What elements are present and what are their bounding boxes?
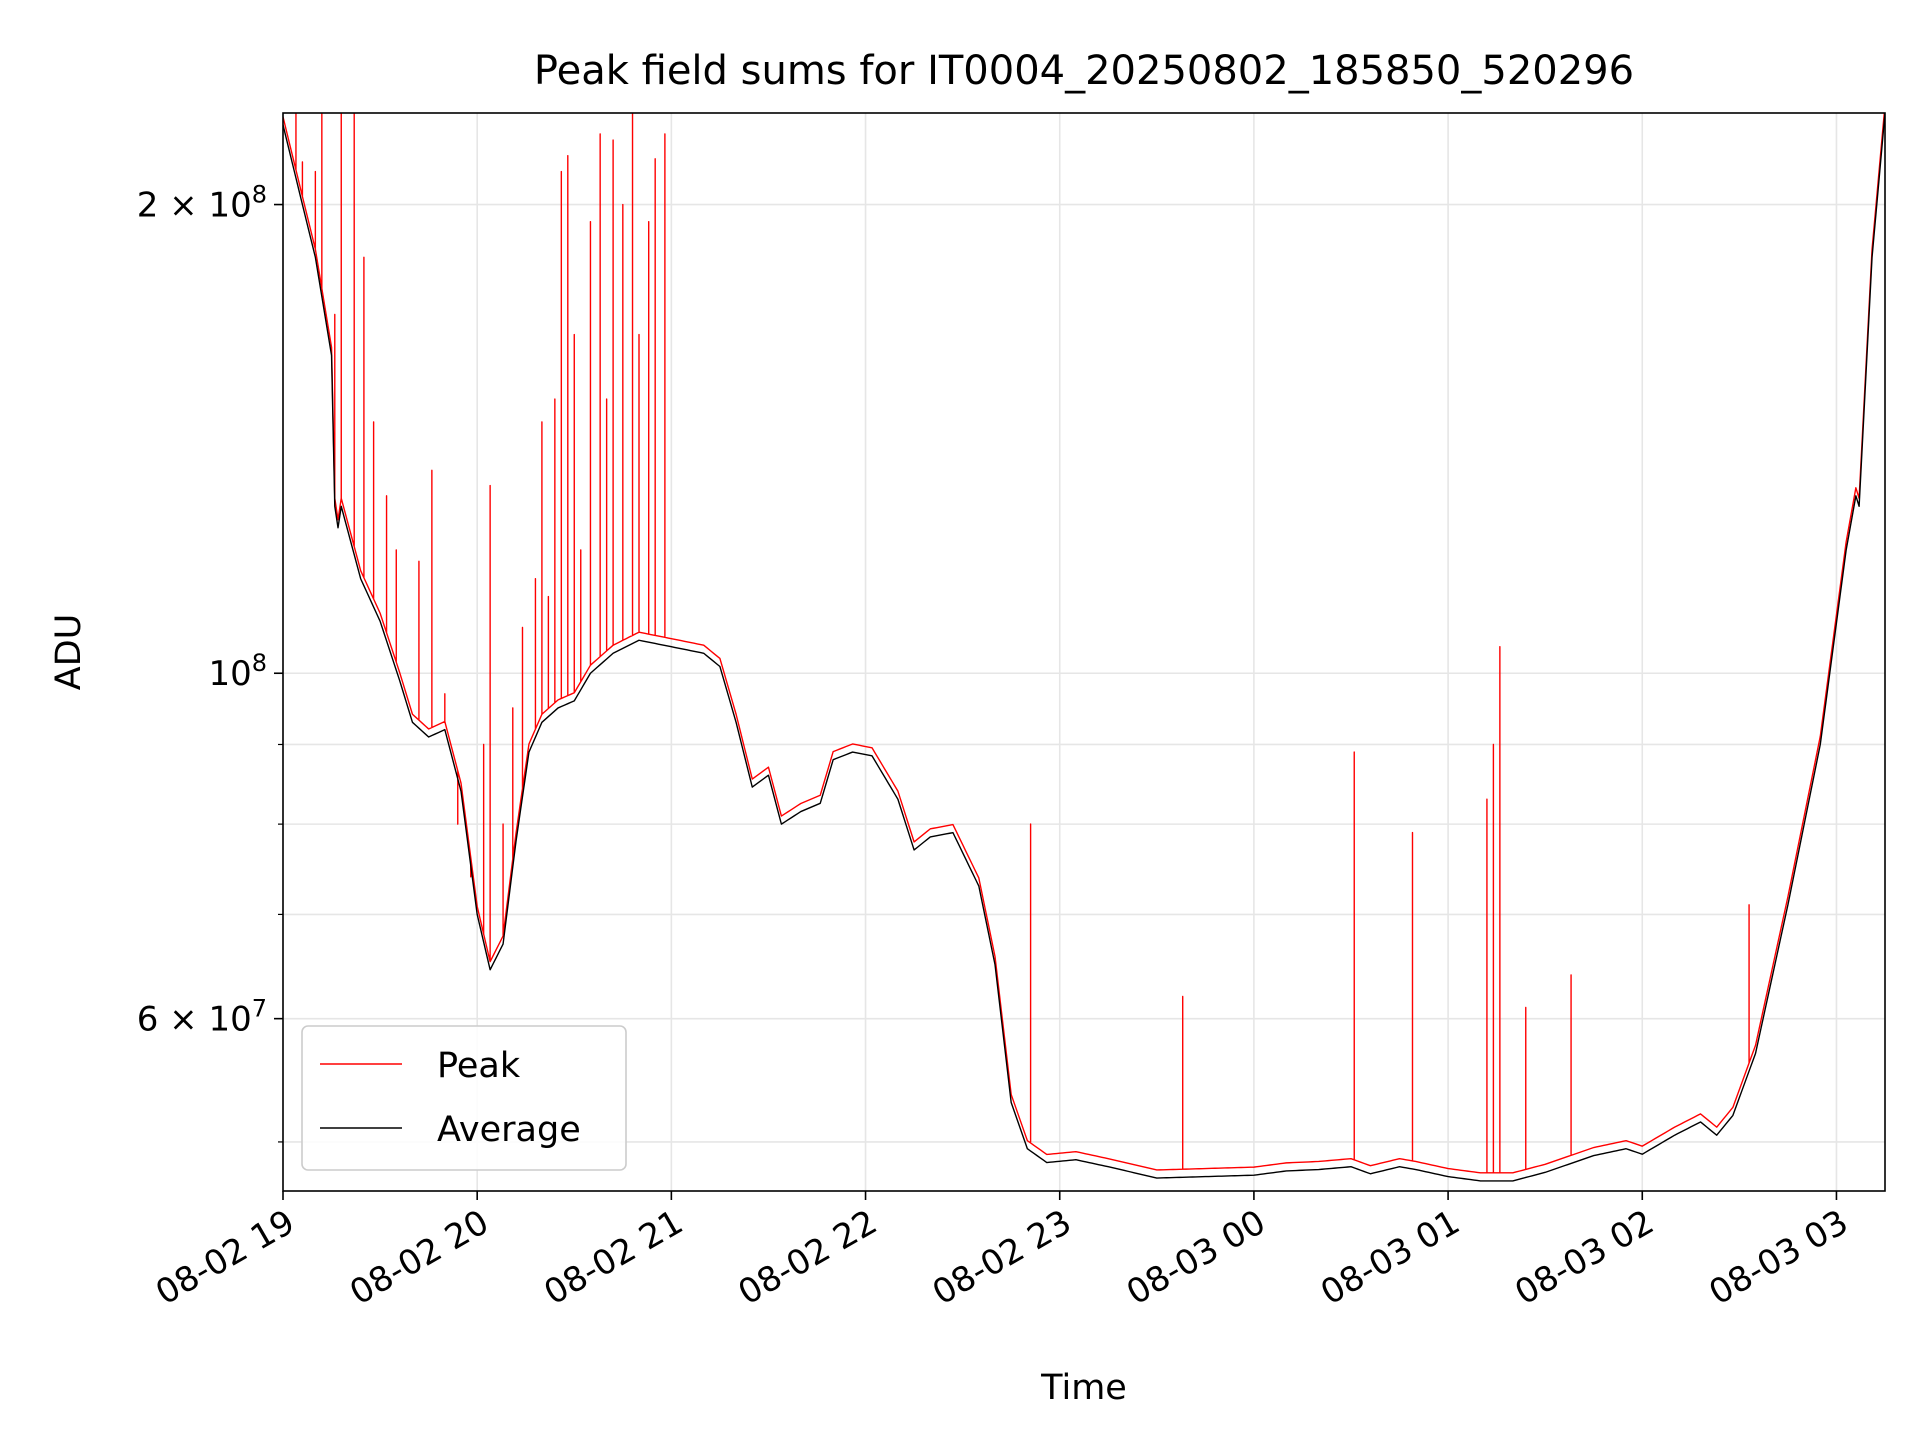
x-axis-label: Time — [1040, 1368, 1127, 1408]
average-line — [283, 113, 1885, 1182]
y-axis: 2 × 108 108 6 × 107 — [137, 181, 283, 1143]
series-layer — [283, 113, 1885, 1182]
peak-line — [283, 113, 1885, 1174]
legend-frame — [301, 1025, 627, 1171]
legend-label-peak: Peak — [437, 1046, 521, 1086]
legend: Peak Average — [301, 1025, 627, 1171]
plot-frame — [282, 112, 1886, 1192]
y-axis-label: ADU — [49, 614, 89, 691]
y-tick-label: 2 × 108 — [137, 181, 267, 226]
legend-label-average: Average — [437, 1110, 581, 1150]
y-tick-label: 6 × 107 — [137, 995, 267, 1040]
chart-title: Peak field sums for IT0004_20250802_1858… — [534, 48, 1634, 94]
y-tick-label: 108 — [208, 649, 267, 694]
